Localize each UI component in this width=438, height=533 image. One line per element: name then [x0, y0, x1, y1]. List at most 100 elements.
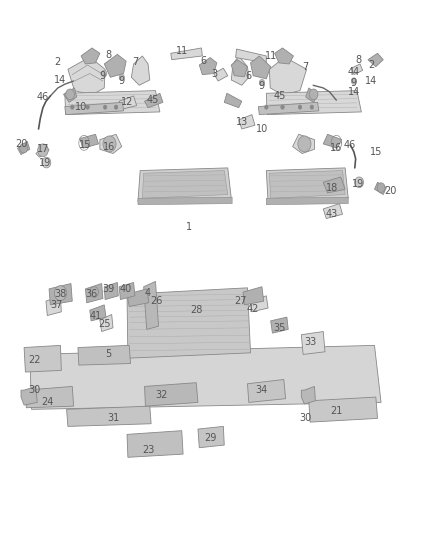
Polygon shape — [323, 177, 345, 193]
Circle shape — [42, 157, 51, 168]
Text: 13: 13 — [236, 117, 248, 126]
Polygon shape — [104, 54, 126, 77]
Text: 37: 37 — [50, 300, 62, 310]
Polygon shape — [271, 317, 288, 333]
Text: 14: 14 — [348, 87, 360, 96]
Text: 6: 6 — [246, 71, 252, 80]
Polygon shape — [80, 134, 99, 148]
Polygon shape — [90, 305, 106, 321]
Circle shape — [71, 105, 74, 109]
Polygon shape — [119, 96, 137, 109]
Polygon shape — [131, 56, 150, 85]
Polygon shape — [46, 296, 61, 316]
Polygon shape — [138, 197, 232, 205]
Circle shape — [103, 105, 107, 109]
Polygon shape — [18, 141, 30, 155]
Polygon shape — [236, 49, 266, 63]
Circle shape — [265, 105, 268, 109]
Text: 10: 10 — [256, 124, 268, 134]
Circle shape — [281, 105, 284, 109]
Text: 11: 11 — [176, 46, 188, 55]
Text: 30: 30 — [28, 385, 40, 395]
Text: 9: 9 — [351, 78, 357, 87]
Text: 2: 2 — [54, 58, 60, 67]
Text: 5: 5 — [106, 350, 112, 359]
Polygon shape — [301, 386, 315, 404]
Text: 43: 43 — [326, 209, 338, 219]
Circle shape — [377, 183, 385, 192]
Text: 11: 11 — [265, 51, 277, 61]
Polygon shape — [171, 48, 202, 60]
Text: 46: 46 — [343, 140, 356, 150]
Text: 29: 29 — [204, 433, 216, 443]
Circle shape — [310, 105, 314, 109]
Polygon shape — [36, 145, 49, 157]
Polygon shape — [142, 171, 228, 198]
Polygon shape — [81, 48, 100, 64]
Polygon shape — [138, 168, 231, 201]
Text: 45: 45 — [273, 91, 286, 101]
Polygon shape — [275, 48, 293, 64]
Text: 1: 1 — [186, 222, 192, 231]
Polygon shape — [309, 397, 378, 422]
Text: 12: 12 — [121, 98, 133, 107]
Polygon shape — [127, 288, 251, 358]
Polygon shape — [351, 64, 363, 75]
Text: 14: 14 — [54, 75, 67, 85]
Polygon shape — [243, 287, 264, 305]
Text: 22: 22 — [28, 355, 40, 365]
Text: 20: 20 — [385, 186, 397, 196]
Circle shape — [259, 79, 265, 86]
Polygon shape — [258, 102, 319, 115]
Polygon shape — [224, 93, 242, 108]
Polygon shape — [25, 386, 74, 408]
Text: 15: 15 — [79, 140, 92, 150]
Polygon shape — [293, 134, 314, 154]
Polygon shape — [68, 57, 105, 95]
Text: 16: 16 — [330, 143, 343, 153]
Polygon shape — [269, 57, 307, 95]
Circle shape — [86, 105, 89, 109]
Polygon shape — [104, 282, 118, 300]
Polygon shape — [64, 88, 77, 102]
Text: 42: 42 — [247, 304, 259, 314]
Polygon shape — [127, 431, 183, 457]
Text: 34: 34 — [256, 385, 268, 395]
Text: 6: 6 — [201, 56, 207, 66]
Polygon shape — [119, 282, 135, 300]
Text: 9: 9 — [259, 82, 265, 91]
Text: 14: 14 — [365, 76, 378, 86]
Text: 8: 8 — [355, 55, 361, 64]
Circle shape — [119, 74, 124, 80]
Text: 40: 40 — [120, 284, 132, 294]
Text: 8: 8 — [106, 50, 112, 60]
Polygon shape — [231, 60, 247, 77]
Polygon shape — [266, 197, 348, 205]
Circle shape — [20, 143, 28, 153]
Text: 7: 7 — [303, 62, 309, 71]
Text: 35: 35 — [273, 323, 286, 333]
Text: 32: 32 — [155, 391, 167, 400]
Polygon shape — [239, 115, 255, 129]
Polygon shape — [247, 379, 286, 402]
Circle shape — [309, 89, 318, 100]
Text: 4: 4 — [145, 288, 151, 298]
Text: 41: 41 — [89, 311, 102, 320]
Polygon shape — [100, 134, 122, 154]
Text: 3: 3 — [212, 69, 218, 78]
Text: 24: 24 — [41, 398, 53, 407]
Text: 25: 25 — [98, 319, 110, 329]
Text: 44: 44 — [348, 67, 360, 77]
Text: 21: 21 — [330, 407, 343, 416]
Polygon shape — [266, 91, 361, 115]
Polygon shape — [145, 93, 163, 108]
Text: 7: 7 — [132, 58, 138, 67]
Polygon shape — [199, 58, 217, 75]
Polygon shape — [67, 406, 151, 426]
Polygon shape — [30, 345, 381, 409]
Text: 17: 17 — [37, 144, 49, 154]
Text: 10: 10 — [75, 102, 87, 111]
Circle shape — [298, 136, 311, 152]
Text: 30: 30 — [300, 414, 312, 423]
Polygon shape — [231, 56, 249, 85]
